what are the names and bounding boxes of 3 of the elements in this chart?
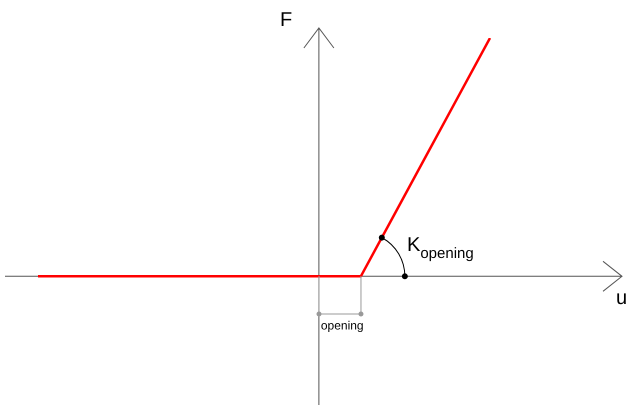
- text: u: [616, 287, 628, 309]
- text: opening: [320, 318, 364, 332]
- text: F: [280, 9, 292, 31]
